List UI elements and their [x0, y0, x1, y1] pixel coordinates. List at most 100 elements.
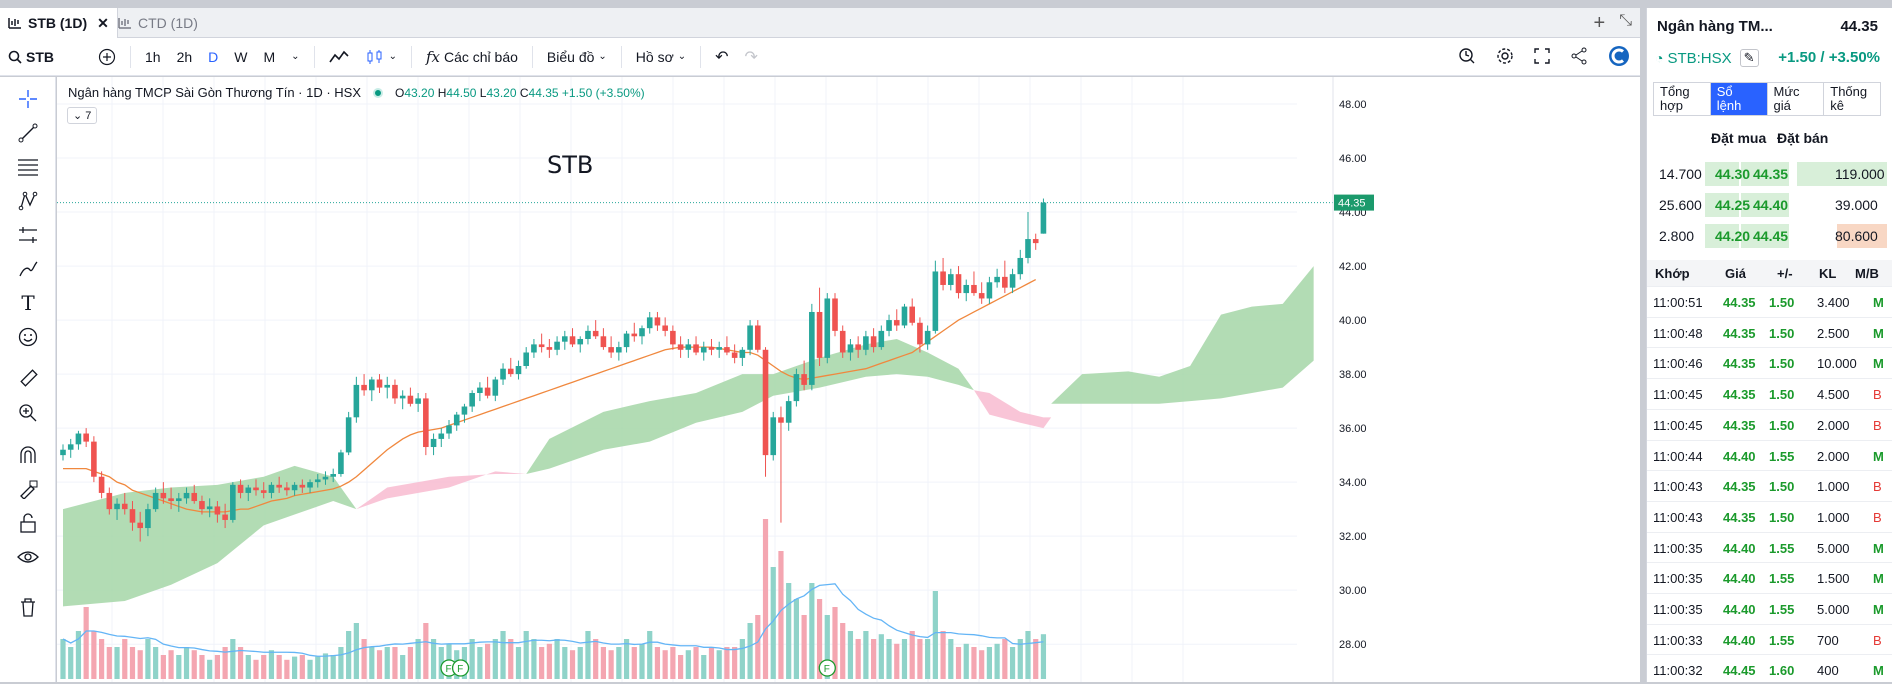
tab-statistics[interactable]: Thống kê — [1824, 83, 1880, 115]
emoji-icon[interactable] — [16, 325, 40, 349]
profile-menu-button[interactable]: Hồ sơ ⌄ — [628, 38, 694, 75]
interval-w[interactable]: W — [226, 38, 255, 75]
undo-button[interactable]: ↶ — [707, 38, 736, 75]
trade-price: 44.40 — [1723, 571, 1756, 587]
trendline-icon[interactable] — [16, 121, 40, 145]
candle-body — [963, 284, 970, 294]
chart-style-candle-button[interactable]: ⌄ — [357, 38, 405, 75]
collapse-icon[interactable]: ⤡ — [1619, 12, 1632, 29]
volume-bar — [855, 639, 861, 679]
cloud-future — [1051, 266, 1314, 404]
text-icon[interactable]: T — [21, 291, 35, 315]
trade-side: M — [1873, 295, 1884, 310]
interval-dropdown[interactable]: ⌄ — [283, 38, 307, 75]
symbol-search[interactable]: STB — [0, 38, 90, 75]
trade-row[interactable]: 11:00:32 44.45 1.60 400 M — [1647, 654, 1892, 684]
interval-2h[interactable]: 2h — [169, 38, 201, 75]
chart-area[interactable]: 48.00 46.00 44.00 42.00 40.00 38.00 36.00 34.00… — [57, 77, 1640, 682]
trade-change: 1.55 — [1769, 632, 1795, 648]
y-tick-label: 48.00 — [1339, 99, 1367, 111]
trash-icon[interactable] — [16, 595, 40, 619]
candle-body — [322, 476, 329, 480]
forecast-icon[interactable] — [16, 223, 40, 247]
chart-menu-button[interactable]: Biểu đồ ⌄ — [539, 38, 615, 75]
trade-side: B — [1873, 509, 1882, 525]
orderbook-row[interactable]: 14.700 44.30 44.35 119.000 — [1647, 160, 1892, 188]
volume-bar — [708, 647, 715, 679]
interval-label: M — [263, 48, 276, 65]
fullscreen-icon[interactable] — [1534, 47, 1550, 67]
tab-ctd[interactable]: CTD (1D) — [110, 8, 206, 38]
plus-icon[interactable]: + — [1593, 12, 1606, 34]
quick-search-icon[interactable] — [1458, 47, 1476, 68]
candle-body — [531, 344, 537, 353]
redo-button[interactable]: ↷ — [737, 38, 766, 75]
candle-body — [1017, 257, 1024, 275]
trade-row[interactable]: 11:00:46 44.35 1.50 10.000 M — [1647, 347, 1892, 377]
interval-m[interactable]: M — [256, 38, 284, 75]
orderbook-row[interactable]: 2.800 44.20 44.45 80.600 — [1647, 222, 1892, 250]
tab-stb[interactable]: STB (1D) ✕ — [0, 8, 118, 38]
trade-time: 11:00:45 — [1653, 387, 1703, 403]
trade-row[interactable]: 11:00:35 44.40 1.55 5.000 M — [1647, 593, 1892, 623]
candle-body — [253, 487, 259, 491]
volume-bar — [562, 647, 568, 679]
volume-bar — [83, 607, 89, 679]
close-icon[interactable]: ✕ — [97, 14, 109, 31]
price-change: +1.50 / +3.50% — [1778, 49, 1880, 66]
divider — [700, 45, 702, 68]
trade-row[interactable]: 11:00:35 44.40 1.55 5.000 M — [1647, 531, 1892, 562]
volume-bar — [932, 591, 938, 679]
bid-bar — [1705, 193, 1739, 217]
candle-body — [693, 344, 699, 353]
volume-bar — [801, 615, 807, 679]
pattern-icon[interactable] — [16, 189, 40, 213]
trade-row[interactable]: 11:00:45 44.35 1.50 2.000 B — [1647, 408, 1892, 439]
crosshair-icon[interactable] — [16, 87, 40, 111]
fib-lines-icon[interactable] — [16, 155, 40, 179]
toolbar-right-actions — [1458, 38, 1630, 76]
trade-row[interactable]: 11:00:51 44.35 1.50 3.400 M — [1647, 286, 1892, 316]
candle-body — [353, 384, 360, 418]
chart-style-line-button[interactable] — [321, 38, 357, 75]
indicators-button[interactable]: fx Các chỉ báo — [418, 38, 526, 75]
zoom-in-icon[interactable] — [16, 401, 40, 425]
tab-overview[interactable]: Tổng hợp — [1654, 83, 1711, 115]
volume-bar — [515, 647, 522, 679]
orderbook-row[interactable]: 25.600 44.25 44.40 39.000 — [1647, 191, 1892, 219]
candle-body — [801, 374, 807, 385]
magnet-icon[interactable] — [16, 443, 40, 467]
edit-icon[interactable]: ✎ — [1739, 49, 1759, 67]
gear-icon[interactable] — [1496, 47, 1514, 68]
eye-icon[interactable] — [16, 545, 40, 569]
orderbook-bid: 44.25 — [1715, 197, 1751, 213]
trade-side: B — [1873, 417, 1882, 433]
cloud-up — [63, 465, 357, 607]
trade-row[interactable]: 11:00:33 44.40 1.55 700 B — [1647, 623, 1892, 654]
compare-button[interactable] — [90, 38, 124, 75]
lock-drawing-icon[interactable] — [16, 477, 40, 501]
brush-icon[interactable] — [16, 257, 40, 281]
tab-orderbook[interactable]: Sổ lệnh — [1710, 83, 1768, 115]
indicators-collapse-button[interactable]: ⌄ 7 — [67, 107, 98, 124]
candle-body — [1002, 276, 1008, 288]
volume-bar — [1017, 639, 1023, 679]
trade-row[interactable]: 11:00:43 44.35 1.50 1.000 B — [1647, 500, 1892, 531]
price-chart[interactable]: 48.0046.0044.0042.0040.0038.0036.0034.00… — [57, 77, 1640, 682]
interval-d[interactable]: D — [200, 38, 226, 75]
tab-price-levels[interactable]: Mức giá — [1768, 83, 1825, 115]
interval-1h[interactable]: 1h — [137, 38, 169, 75]
candle-body — [863, 336, 869, 350]
trade-row[interactable]: 11:00:48 44.35 1.50 2.500 M — [1647, 316, 1892, 347]
trade-row[interactable]: 11:00:45 44.35 1.50 4.500 B — [1647, 378, 1892, 408]
trade-row[interactable]: 11:00:44 44.40 1.55 2.000 M — [1647, 439, 1892, 470]
candle-body — [639, 328, 645, 337]
brand-logo-icon — [1608, 45, 1630, 70]
chevron-down-icon: ⌄ — [598, 51, 607, 62]
trade-row[interactable]: 11:00:43 44.35 1.50 1.000 B — [1647, 470, 1892, 500]
y-tick-label: 32.00 — [1339, 531, 1367, 543]
ruler-icon[interactable] — [16, 367, 40, 391]
share-icon[interactable] — [1570, 47, 1588, 68]
trade-row[interactable]: 11:00:35 44.40 1.55 1.500 M — [1647, 562, 1892, 592]
lock-icon[interactable] — [16, 511, 40, 535]
